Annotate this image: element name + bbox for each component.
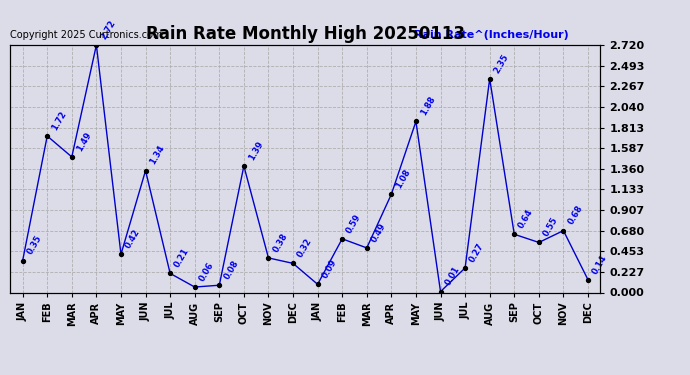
Point xyxy=(17,258,28,264)
Point xyxy=(558,228,569,234)
Point xyxy=(411,118,422,124)
Point xyxy=(460,265,471,271)
Text: 0.21: 0.21 xyxy=(173,247,191,269)
Text: 1.72: 1.72 xyxy=(50,110,68,132)
Text: 1.34: 1.34 xyxy=(148,144,166,166)
Point xyxy=(238,163,249,169)
Text: 0.06: 0.06 xyxy=(197,261,215,283)
Point xyxy=(263,255,274,261)
Point xyxy=(288,260,299,266)
Point xyxy=(484,76,495,82)
Text: 0.38: 0.38 xyxy=(271,231,289,254)
Point xyxy=(386,191,397,197)
Point xyxy=(533,240,544,246)
Text: 0.08: 0.08 xyxy=(222,259,240,281)
Title: Rain Rate Monthly High 20250113: Rain Rate Monthly High 20250113 xyxy=(146,26,465,44)
Text: 1.88: 1.88 xyxy=(419,95,437,117)
Text: 0.59: 0.59 xyxy=(345,212,363,235)
Point xyxy=(509,231,520,237)
Text: 0.27: 0.27 xyxy=(468,242,486,264)
Point xyxy=(312,281,323,287)
Point xyxy=(582,277,593,283)
Point xyxy=(41,133,52,139)
Text: 0.55: 0.55 xyxy=(542,216,560,238)
Text: 1.49: 1.49 xyxy=(75,130,92,153)
Text: 1.39: 1.39 xyxy=(246,140,265,162)
Point xyxy=(165,270,176,276)
Point xyxy=(362,245,373,251)
Text: 0.49: 0.49 xyxy=(370,221,388,244)
Text: Copyright 2025 Curtronics.com: Copyright 2025 Curtronics.com xyxy=(10,30,163,40)
Point xyxy=(189,284,200,290)
Text: 0.64: 0.64 xyxy=(517,208,535,230)
Text: 0.68: 0.68 xyxy=(566,204,584,226)
Point xyxy=(66,154,77,160)
Text: 0.32: 0.32 xyxy=(296,237,314,259)
Text: 0.14: 0.14 xyxy=(591,253,609,276)
Text: 2.35: 2.35 xyxy=(493,52,511,75)
Text: 0.09: 0.09 xyxy=(320,258,338,280)
Text: 0.01: 0.01 xyxy=(443,265,462,287)
Point xyxy=(435,289,446,295)
Point xyxy=(91,42,102,48)
Text: 0.42: 0.42 xyxy=(124,228,142,250)
Text: Rain Rate^(Inches/Hour): Rain Rate^(Inches/Hour) xyxy=(415,30,569,40)
Point xyxy=(337,236,348,242)
Point xyxy=(140,168,151,174)
Text: 0.35: 0.35 xyxy=(26,234,43,256)
Point xyxy=(214,282,225,288)
Text: 1.08: 1.08 xyxy=(394,168,412,190)
Text: 2.72: 2.72 xyxy=(99,18,117,41)
Point xyxy=(115,251,126,257)
